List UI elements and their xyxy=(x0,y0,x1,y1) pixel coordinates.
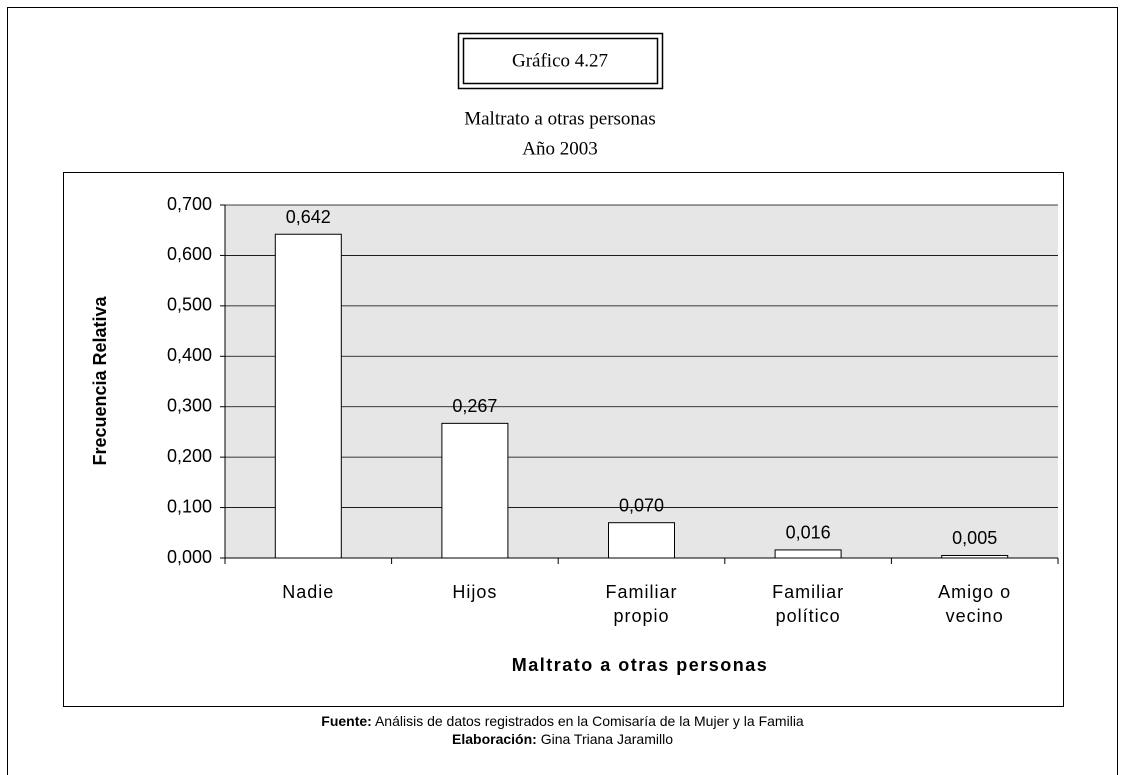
bar xyxy=(441,422,509,559)
value-label: 0,267 xyxy=(452,396,497,416)
credit-line: Elaboración: Gina Triana Jaramillo xyxy=(0,731,1125,747)
source-text: Análisis de datos registrados en la Comi… xyxy=(374,713,804,729)
x-axis-label: Maltrato a otras personas xyxy=(512,655,769,675)
plot-texture xyxy=(225,205,1058,558)
y-tick-label: 0,600 xyxy=(167,244,212,264)
source-label: Fuente: xyxy=(321,713,372,729)
y-tick-label: 0,300 xyxy=(167,395,212,415)
bar xyxy=(774,549,842,559)
y-axis-label: Frecuencia Relativa xyxy=(90,295,110,465)
y-tick-label: 0,700 xyxy=(167,194,212,214)
source-line: Fuente: Análisis de datos registrados en… xyxy=(0,713,1125,729)
figure-label: Gráfico 4.27 xyxy=(512,50,608,71)
x-tick-label: Familiar propio xyxy=(605,582,678,626)
bar xyxy=(274,233,342,559)
credit-label: Elaboración: xyxy=(452,731,537,747)
chart-subtitle: Año 2003 xyxy=(522,138,597,159)
value-label: 0,642 xyxy=(286,207,331,227)
bar xyxy=(608,522,675,559)
y-tick-label: 0,100 xyxy=(167,496,212,516)
label-frame xyxy=(457,32,664,90)
value-label: 0,005 xyxy=(952,528,997,548)
credit-text: Gina Triana Jaramillo xyxy=(540,731,673,747)
bar xyxy=(941,554,1009,559)
y-tick-label: 0,200 xyxy=(167,446,212,466)
value-label: 0,070 xyxy=(619,495,664,515)
y-tick-label: 0,500 xyxy=(167,295,212,315)
outer-frame xyxy=(7,7,1118,775)
x-tick-label: Familiar político xyxy=(772,582,845,626)
value-label: 0,016 xyxy=(786,523,831,543)
x-tick-label: Amigo o vecino xyxy=(938,582,1012,626)
y-tick-label: 0,400 xyxy=(167,345,212,365)
chart-title: Maltrato a otras personas xyxy=(464,108,656,129)
label-frame-inner xyxy=(462,37,659,85)
x-tick-label: Nadie xyxy=(282,582,335,602)
x-tick-label: Hijos xyxy=(452,582,498,602)
y-tick-label: 0,000 xyxy=(167,547,212,567)
